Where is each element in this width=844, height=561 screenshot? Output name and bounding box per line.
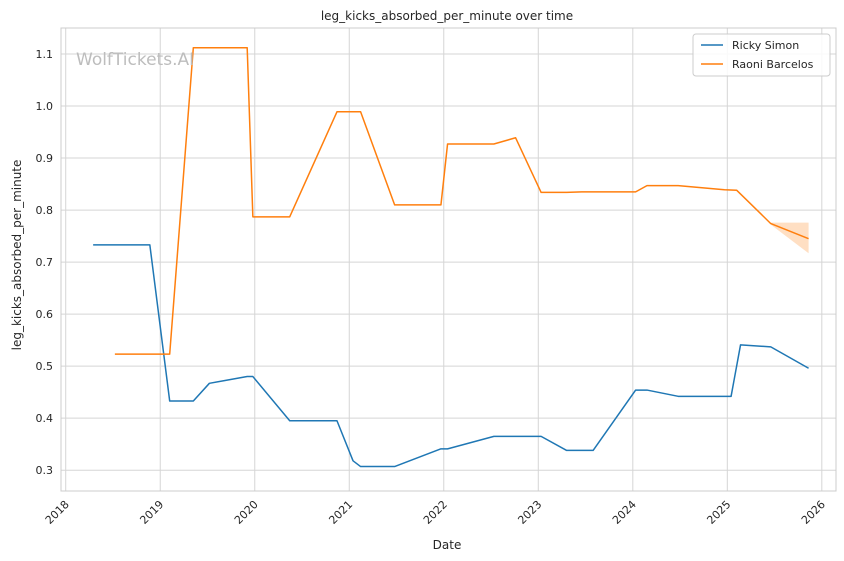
raoni-barcelos-series-line	[114, 47, 809, 355]
plot-area	[60, 27, 837, 492]
y-tick-label: 1.0	[36, 100, 54, 113]
y-axis-ticks: 0.3 0.4 0.5 0.6 0.7 0.8 0.9 1.0 1.1	[36, 48, 54, 477]
legend-label-raoni-barcelos: Raoni Barcelos	[732, 58, 814, 71]
watermark-text: WolfTickets.AI	[76, 50, 194, 70]
y-tick-label: 0.5	[36, 360, 54, 373]
y-tick-label: 0.6	[36, 308, 54, 321]
legend: Ricky Simon Raoni Barcelos	[692, 33, 831, 77]
y-tick-label: 0.8	[36, 204, 54, 217]
y-tick-label: 0.4	[36, 412, 54, 425]
legend-box	[692, 33, 831, 77]
y-tick-label: 0.3	[36, 464, 54, 477]
raoni-barcelos-confidence-band	[770, 222, 809, 254]
y-tick-label: 0.9	[36, 152, 54, 165]
series-lines	[93, 47, 809, 468]
confidence-bands	[770, 222, 809, 254]
grid	[61, 28, 836, 491]
plot-frame	[60, 27, 837, 492]
ricky-simon-series-line	[93, 244, 809, 468]
chart-title: leg_kicks_absorbed_per_minute over time	[321, 9, 573, 23]
y-tick-label: 1.1	[36, 48, 54, 61]
y-tick-label: 0.7	[36, 256, 54, 269]
legend-label-ricky-simon: Ricky Simon	[732, 39, 799, 52]
x-axis-label: Date	[433, 538, 462, 552]
y-axis-label: leg_kicks_absorbed_per_minute	[10, 160, 24, 351]
plot-background	[61, 28, 836, 491]
